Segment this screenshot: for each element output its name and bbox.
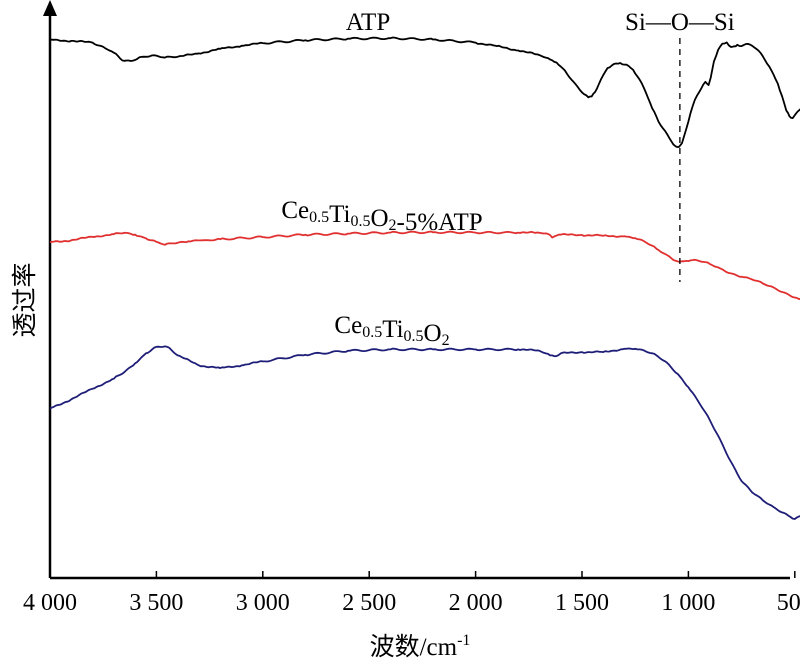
series-label-part: 2: [442, 332, 450, 349]
series-label-part: 0.5: [350, 213, 370, 230]
series-line-ce-ti-o-atp: [49, 230, 800, 300]
x-tick-label: 3 000: [236, 590, 290, 616]
series-line-atp: [50, 36, 800, 148]
annotation-si-o-si: Si—O—Si: [625, 9, 735, 36]
series-label-atp: ATP: [346, 9, 390, 36]
x-axis-title: 波数/cm-1: [370, 632, 471, 661]
x-tick-label: 2 000: [449, 590, 503, 616]
series-label-part: Ti: [382, 316, 403, 343]
x-axis-title-text: 波数/cm: [370, 633, 458, 661]
x-ticks: 4 000 3 500 3 000 2 500 2 000 1 500 1 000 500: [23, 571, 800, 616]
annotation-part: Si: [714, 9, 735, 36]
annotation-part: —: [645, 9, 672, 36]
x-tick-label: 500: [777, 590, 800, 616]
series-line-ce-ti-o: [49, 345, 800, 520]
x-tick-label: 1 000: [661, 590, 715, 616]
series-label-part: 0.5: [309, 209, 329, 226]
series-label-part: Ce: [334, 312, 362, 339]
y-axis-arrow: [43, 0, 57, 16]
annotation-part: O: [671, 9, 689, 36]
series-label-part: 2: [389, 217, 397, 234]
annotation-layer: Si—O—Si: [625, 9, 735, 282]
series-label-part: Ti: [329, 201, 350, 228]
x-tick-label: 1 500: [555, 590, 609, 616]
series-label-part: -5%ATP: [397, 209, 483, 236]
x-axis-title-superscript: -1: [457, 632, 470, 649]
series-label-ce-ti-o: Ce0.5Ti0.5O2: [334, 312, 449, 349]
y-axis-title: 透过率: [11, 262, 39, 337]
chart-axes: [43, 0, 790, 580]
x-tick-label: 4 000: [23, 590, 77, 616]
x-tick-label: 3 500: [129, 590, 183, 616]
annotation-part: Si: [625, 9, 646, 36]
annotation-part: —: [688, 9, 715, 36]
series-label-part: Ce: [281, 197, 309, 224]
series-label-part: O: [370, 205, 388, 232]
x-tick-label: 2 500: [342, 590, 396, 616]
series-label-part: 0.5: [362, 324, 382, 341]
series-label-ce-ti-o-atp: Ce0.5Ti0.5O2-5%ATP: [281, 197, 482, 236]
series-label-part: O: [424, 320, 442, 347]
series-label-part: 0.5: [404, 328, 424, 345]
